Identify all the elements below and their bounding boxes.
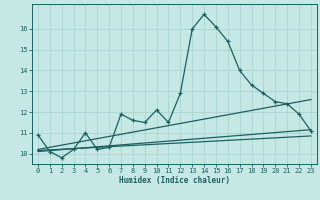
X-axis label: Humidex (Indice chaleur): Humidex (Indice chaleur)	[119, 176, 230, 185]
